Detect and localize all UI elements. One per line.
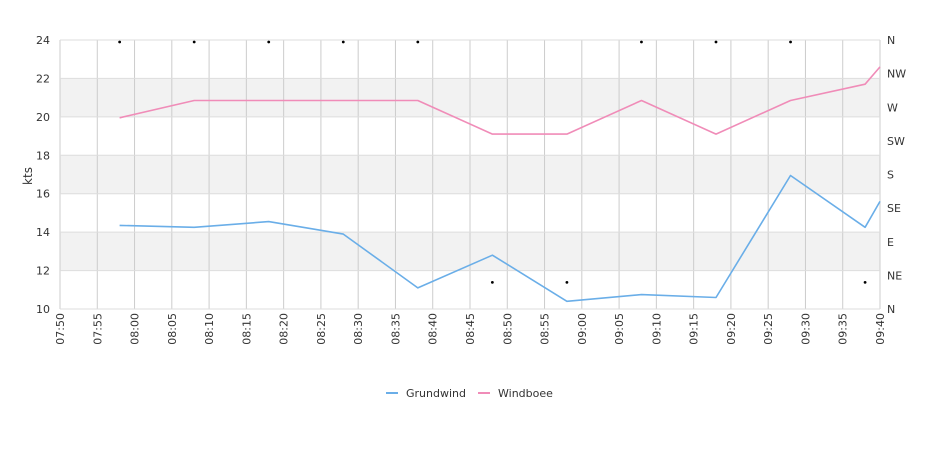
x-tick-label: 09:15 [688,313,701,345]
x-tick-label: 08:45 [464,313,477,345]
legend[interactable]: Grundwind Windboee [386,387,553,400]
direction-arrow-icon [490,280,494,284]
y-tick-label: 16 [36,188,50,201]
direction-arrow-icon [789,40,792,44]
x-tick-label: 08:35 [389,313,402,345]
x-tick-label: 08:25 [315,313,328,345]
y-tick-label: 10 [36,303,50,316]
x-tick-label: 09:25 [762,313,775,345]
direction-arrow-icon [118,40,122,44]
x-tick-label: 08:00 [129,313,142,345]
y-axis-title: kts [21,167,35,185]
direction-arrow-icon [192,40,196,44]
x-tick-label: 09:05 [613,313,626,345]
y2-axis-ticks: N NE E SE S SW W NW N [887,34,906,316]
x-axis-ticks: 07:50 07:55 08:00 08:05 08:10 08:15 08:20 08:25… [54,313,887,345]
y2-tick-label: NE [887,269,902,282]
y-axis-ticks: 10 12 14 16 18 20 22 24 [36,34,50,316]
x-tick-label: 08:20 [278,313,291,345]
y-tick-label: 22 [36,72,50,85]
series-line-grundwind [119,174,881,303]
x-tick-label: 08:10 [203,313,216,345]
direction-arrow-icon [341,40,345,44]
y2-tick-label: N [887,303,895,316]
y-tick-label: 24 [36,34,50,47]
x-tick-label: 08:50 [501,313,514,345]
y-tick-label: 14 [36,226,50,239]
x-tick-label: 07:50 [54,313,67,345]
y2-tick-label: S [887,169,894,182]
x-tick-label: 07:55 [91,313,104,345]
y2-tick-label: E [887,236,894,249]
legend-item-grundwind: Grundwind [406,387,466,400]
x-gridlines [59,40,881,309]
y-gridlines [60,39,880,310]
x-tick-label: 09:40 [874,313,887,345]
x-tick-label: 08:15 [240,313,253,345]
x-tick-label: 09:20 [725,313,738,345]
y-tick-label: 20 [36,111,50,124]
y2-tick-label: N [887,34,895,47]
x-tick-label: 09:35 [837,313,850,345]
direction-markers [118,40,867,284]
direction-arrow-icon [714,40,718,44]
direction-arrow-icon [416,40,420,44]
y2-tick-label: SW [887,135,905,148]
x-tick-label: 09:00 [576,313,589,345]
x-tick-label: 08:40 [427,313,440,345]
direction-arrow-icon [863,280,867,284]
y-tick-label: 18 [36,149,50,162]
x-tick-label: 08:05 [166,313,179,345]
series-lines [119,66,881,303]
y2-tick-label: NW [887,68,906,81]
direction-arrow-icon [565,280,569,284]
y2-tick-label: W [887,101,898,114]
series-line-windboee [119,66,881,135]
x-tick-label: 09:30 [799,313,812,345]
x-tick-label: 08:55 [539,313,552,345]
x-tick-label: 09:10 [650,313,663,345]
y2-tick-label: SE [887,202,901,215]
direction-arrow-icon [640,40,643,44]
y-tick-label: 12 [36,265,50,278]
legend-item-windboee: Windboee [498,387,553,400]
direction-arrow-icon [267,40,271,44]
x-tick-label: 08:30 [352,313,365,345]
